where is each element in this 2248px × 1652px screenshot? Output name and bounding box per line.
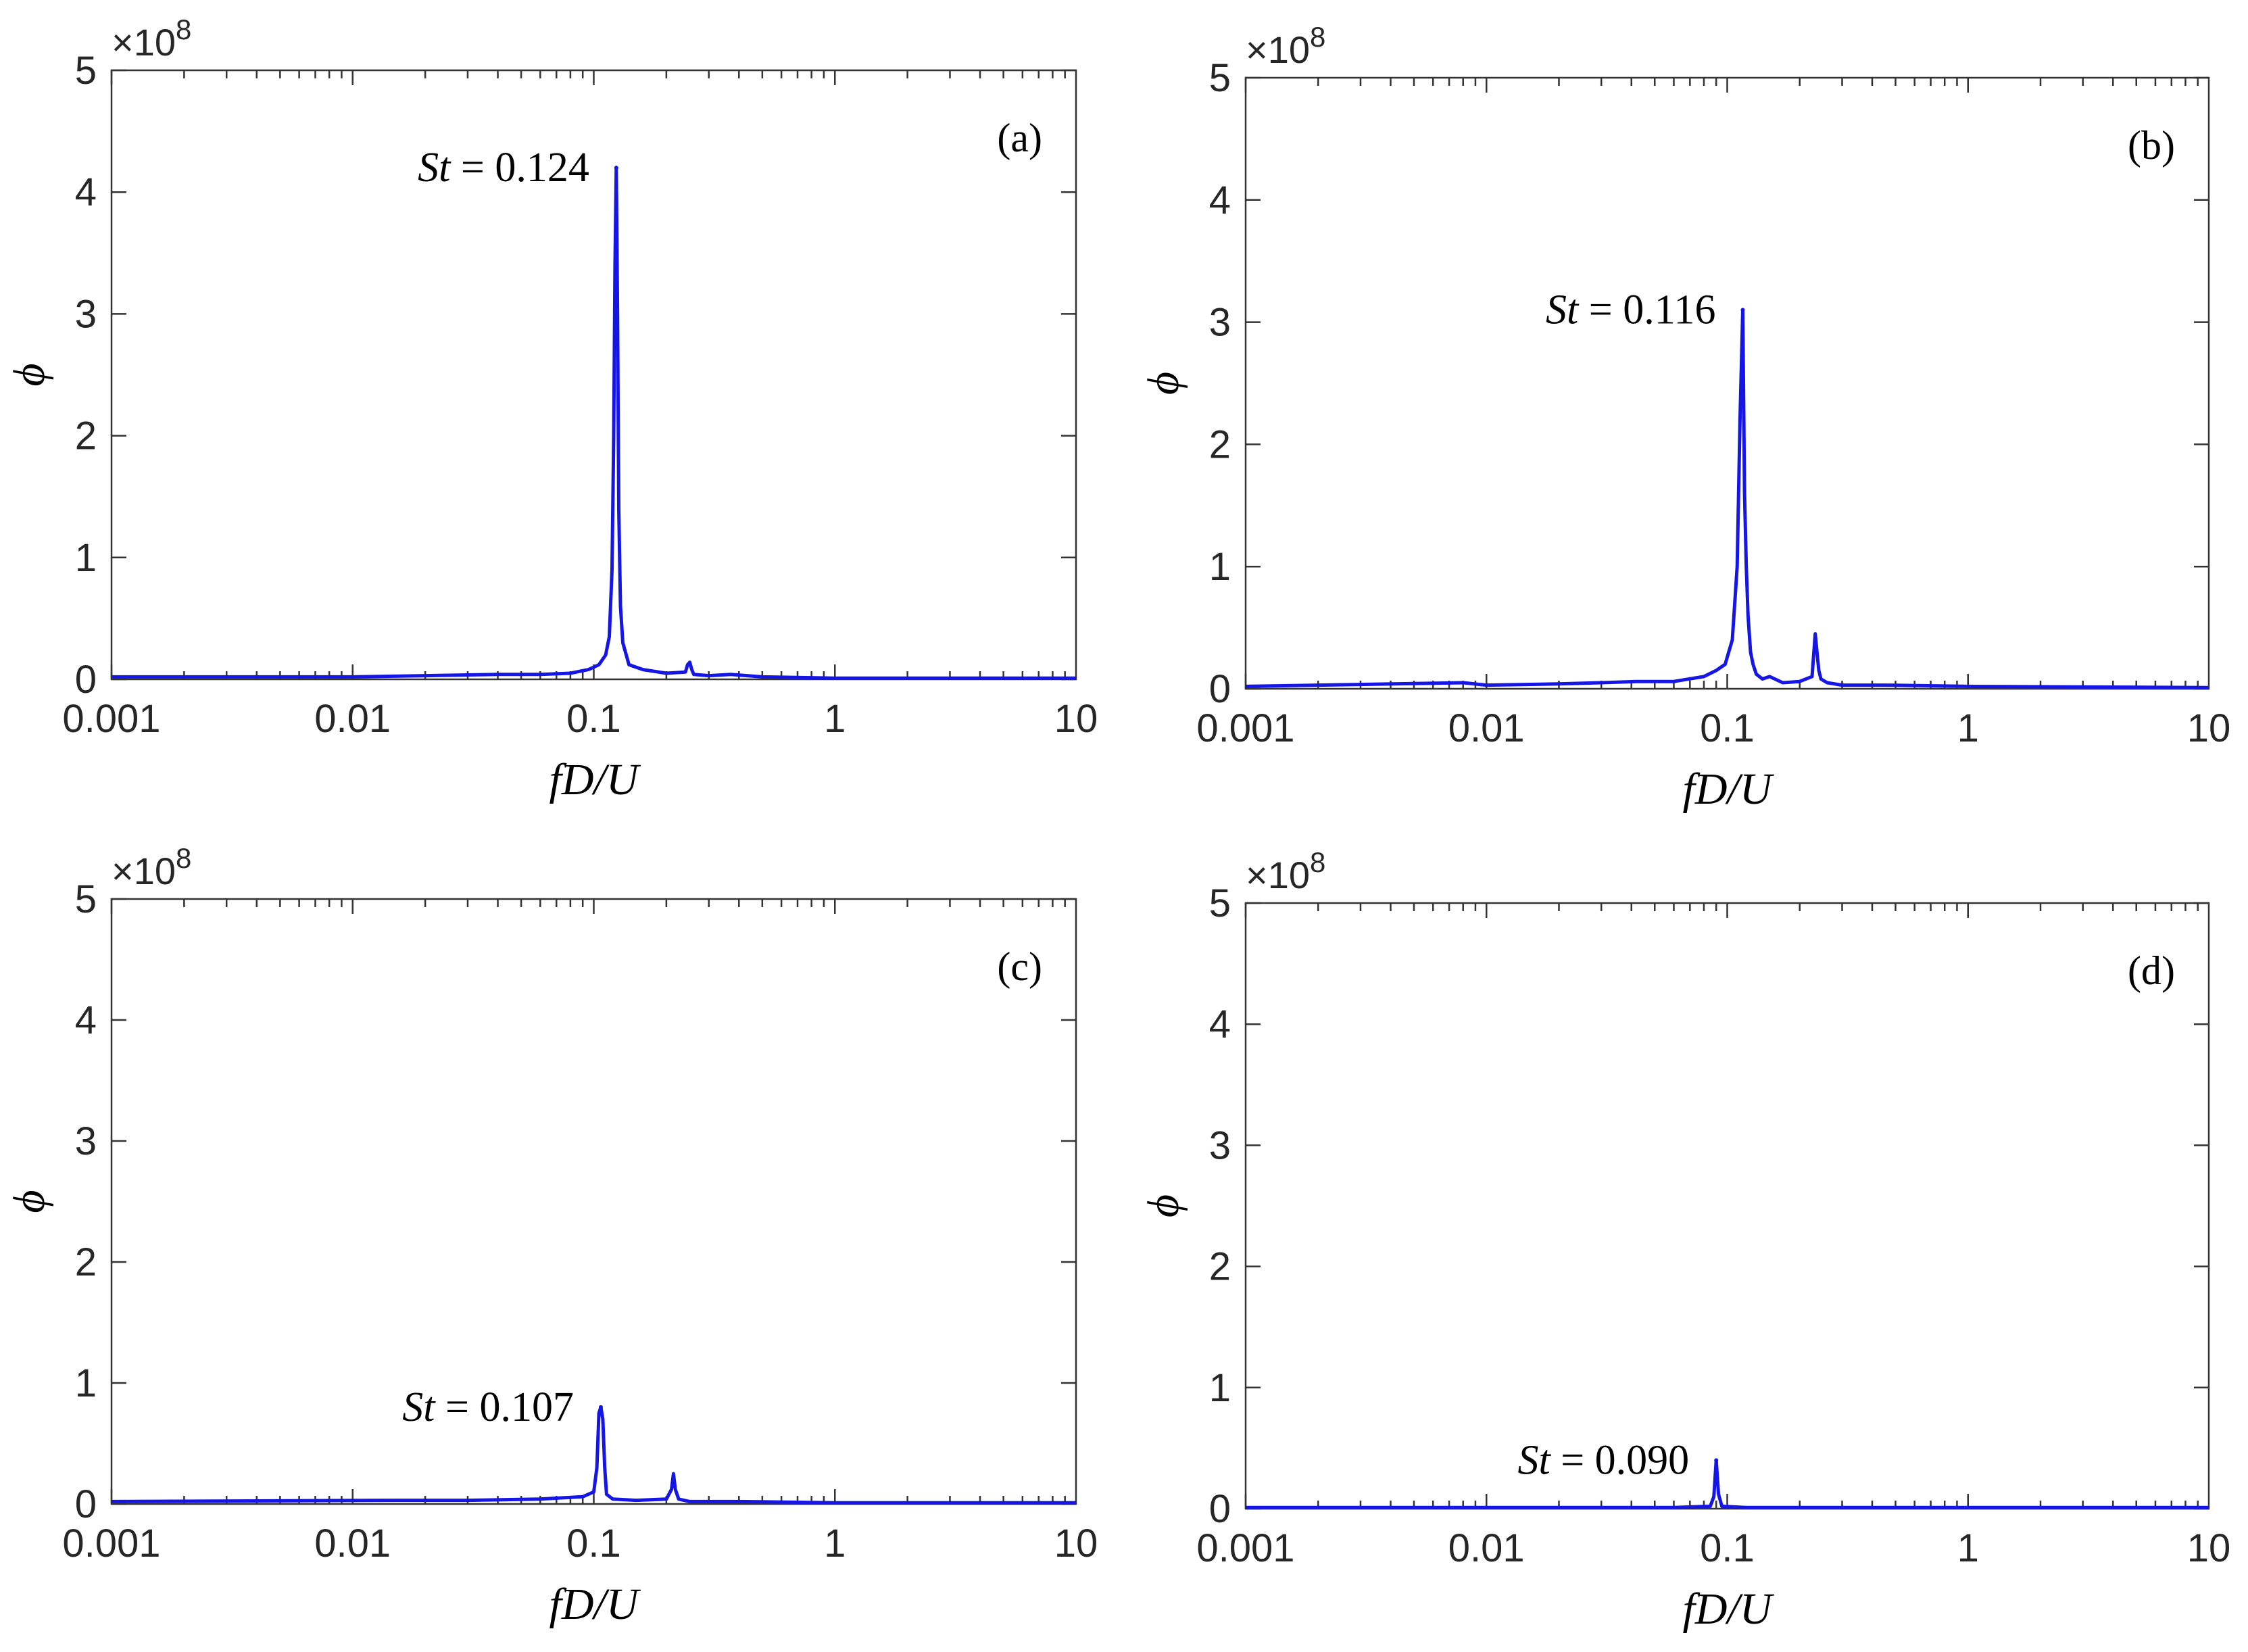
strouhal-annotation: St = 0.090 (1517, 1437, 1689, 1483)
plot-area (1244, 902, 2210, 1510)
plot-area (110, 898, 1077, 1505)
y-tick-label: 3 (75, 292, 97, 336)
series-line (1245, 308, 2209, 689)
y-tick-label: 0 (1209, 1487, 1231, 1531)
x-tick-label: 10 (2187, 1526, 2231, 1570)
x-tick-label: 0.001 (1196, 1526, 1294, 1570)
chart-panel-b: 0.001 0.01 0.1 1 10 0 1 2 3 4 5 ×108 fD/U ϕ (b) St = 0.… (1139, 21, 2230, 814)
x-tick-label: 0.1 (1700, 706, 1755, 750)
x-tick-label: 1 (824, 697, 846, 741)
y-tick-label: 4 (75, 998, 97, 1042)
series-line (1246, 1458, 2209, 1509)
peak-point (1740, 308, 1745, 312)
plot-area (110, 69, 1077, 681)
y-tick-label: 4 (1209, 178, 1231, 222)
y-tick-label: 4 (1209, 1002, 1231, 1046)
y-tick-label: 2 (1209, 1245, 1231, 1289)
y-tick-label: 2 (1209, 422, 1231, 466)
x-axis-title: fD/U (549, 755, 641, 804)
chart-panel-d: 0.001 0.01 0.1 1 10 0 1 2 3 4 5 ×108 fD/U ϕ (d) St = 0.… (1139, 846, 2230, 1634)
y-exponent-label: ×108 (112, 14, 191, 64)
x-tick-label: 0.1 (566, 1522, 621, 1565)
x-tick-label: 0.001 (62, 697, 160, 741)
y-tick-label: 0 (75, 1482, 97, 1526)
y-tick-label: 3 (1209, 1123, 1231, 1167)
x-tick-label: 0.001 (62, 1522, 160, 1565)
strouhal-annotation: St = 0.116 (1546, 287, 1715, 333)
y-axis-title: ϕ (1139, 372, 1188, 395)
y-axis-title: ϕ (5, 363, 54, 386)
x-tick-label: 10 (2187, 706, 2231, 750)
y-exponent-label: ×108 (1246, 21, 1325, 71)
y-tick-label: 0 (1209, 667, 1231, 711)
x-tick-label: 1 (1957, 1526, 1979, 1570)
x-axis-title: fD/U (549, 1580, 641, 1629)
panel-label: (d) (2128, 948, 2175, 993)
y-tick-label: 5 (1209, 56, 1231, 100)
x-tick-label: 0.01 (1448, 706, 1525, 750)
strouhal-annotation: St = 0.124 (418, 145, 589, 191)
x-tick-label: 0.01 (314, 1522, 391, 1565)
series-line (111, 1405, 1076, 1505)
x-tick-label: 0.001 (1196, 706, 1294, 750)
plot-area (1244, 76, 2210, 690)
peak-point (1714, 1458, 1719, 1463)
panel-label: (a) (997, 116, 1042, 160)
x-tick-label: 0.1 (566, 697, 621, 741)
x-tick-label: 0.1 (1700, 1526, 1755, 1570)
x-axis-title: fD/U (1683, 1584, 1775, 1634)
chart-panel-c: 0.001 0.01 0.1 1 10 0 1 2 3 4 5 ×108 fD/U ϕ (c) St = 0.… (5, 842, 1098, 1629)
peak-point (598, 1405, 603, 1409)
y-exponent-label: ×108 (1246, 846, 1325, 896)
strouhal-annotation: St = 0.107 (402, 1384, 574, 1430)
y-axis-title: ϕ (5, 1190, 54, 1213)
series-line (112, 166, 1076, 680)
y-tick-label: 4 (75, 170, 97, 214)
y-tick-label: 1 (75, 536, 97, 580)
y-tick-label: 1 (75, 1361, 97, 1405)
y-exponent-label: ×108 (112, 842, 191, 892)
chart-panel-a: 0.001 0.01 0.1 1 10 0 1 2 3 4 5 ×108 fD/U ϕ (a) St = 0.… (5, 14, 1098, 804)
y-tick-label: 2 (75, 1240, 97, 1284)
panel-label: (b) (2128, 123, 2175, 168)
panel-label: (c) (997, 944, 1042, 989)
y-tick-label: 5 (75, 877, 97, 921)
y-tick-label: 0 (75, 658, 97, 702)
y-tick-label: 5 (1209, 881, 1231, 925)
y-axis-title: ϕ (1139, 1194, 1188, 1217)
y-tick-label: 2 (75, 414, 97, 458)
y-tick-label: 3 (75, 1119, 97, 1163)
y-tick-label: 1 (1209, 545, 1231, 589)
x-tick-label: 0.01 (314, 697, 391, 741)
x-tick-label: 1 (824, 1522, 846, 1565)
x-tick-label: 0.01 (1448, 1526, 1525, 1570)
y-tick-label: 5 (75, 49, 97, 93)
peak-point (614, 166, 618, 170)
x-tick-label: 10 (1054, 1522, 1098, 1565)
x-axis-title: fD/U (1683, 764, 1775, 814)
x-tick-label: 10 (1054, 697, 1098, 741)
y-tick-label: 1 (1209, 1366, 1231, 1410)
x-tick-label: 1 (1957, 706, 1979, 750)
y-tick-label: 3 (1209, 301, 1231, 345)
